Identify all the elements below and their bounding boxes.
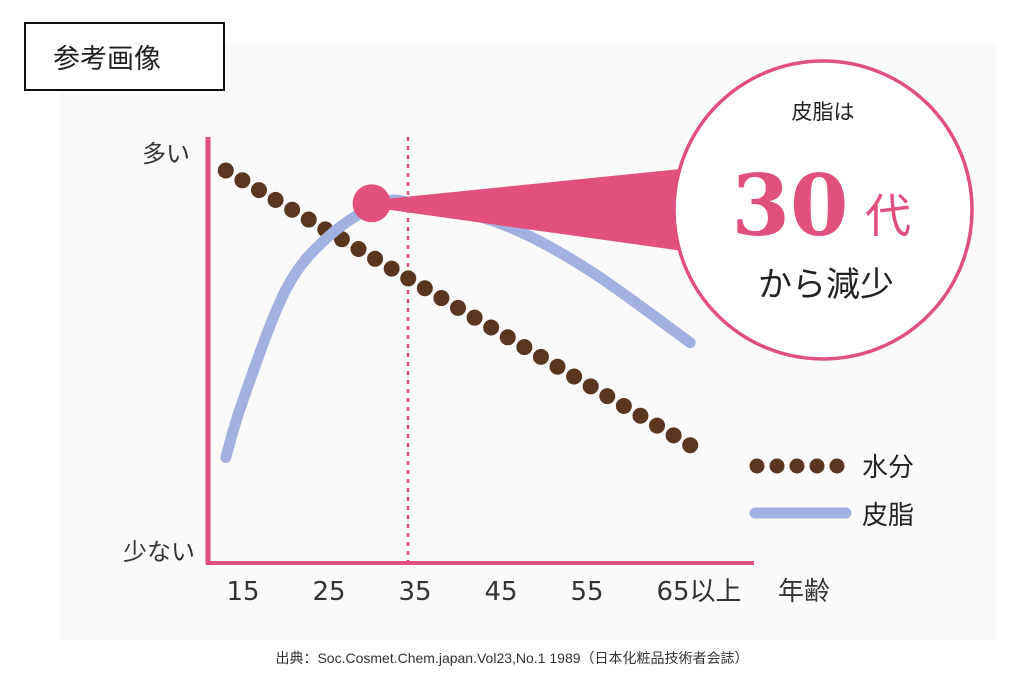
y-bottom-label: 少ない xyxy=(123,538,195,566)
moisture-point xyxy=(367,250,384,267)
callout-line3: から減少 xyxy=(758,265,894,305)
callout-line1: 皮脂は xyxy=(792,100,855,124)
legend-moisture-label: 水分 xyxy=(862,453,914,483)
legend-moisture-marker xyxy=(809,458,825,474)
x-tick-label: 65以上 xyxy=(656,577,741,607)
moisture-point xyxy=(682,437,699,454)
legend-moisture-marker xyxy=(789,458,805,474)
highlight-point xyxy=(352,184,391,223)
legend-moisture-marker xyxy=(749,458,765,474)
x-tick-label: 15 xyxy=(226,577,259,607)
source-citation: 出典：Soc.Cosmet.Chem.japan.Vol23,No.1 1989… xyxy=(275,650,749,666)
moisture-point xyxy=(217,162,234,179)
x-tick-label: 55 xyxy=(570,577,603,607)
moisture-point xyxy=(615,397,632,414)
moisture-point xyxy=(433,290,450,307)
moisture-point xyxy=(466,309,483,326)
callout-unit: 代 xyxy=(865,189,911,243)
x-axis-label: 年齢 xyxy=(778,577,830,607)
moisture-point xyxy=(400,270,417,287)
moisture-point xyxy=(350,240,367,257)
legend-moisture-marker xyxy=(829,458,845,474)
callout-number: 30 xyxy=(732,156,849,255)
moisture-point xyxy=(300,211,317,228)
legend-moisture-marker xyxy=(769,458,785,474)
moisture-point xyxy=(566,368,583,385)
moisture-point xyxy=(450,299,466,316)
callout-pointer xyxy=(371,168,690,252)
reference-label-text: 参考画像 xyxy=(53,44,161,75)
moisture-point xyxy=(649,417,666,434)
moisture-point xyxy=(416,280,433,297)
moisture-point xyxy=(665,427,682,444)
moisture-point xyxy=(599,388,616,405)
x-tick-label: 45 xyxy=(484,577,517,607)
moisture-point xyxy=(582,378,599,395)
moisture-point xyxy=(483,319,500,336)
moisture-point xyxy=(549,358,566,375)
x-tick-label: 35 xyxy=(398,577,431,607)
moisture-point xyxy=(234,172,251,189)
moisture-point xyxy=(499,329,516,346)
y-top-label: 多い xyxy=(142,140,190,168)
moisture-point xyxy=(516,339,533,356)
x-tick-label: 25 xyxy=(312,577,345,607)
moisture-point xyxy=(532,348,549,365)
moisture-point xyxy=(250,182,267,199)
moisture-point xyxy=(267,191,284,208)
callout-circle xyxy=(672,59,974,361)
reference-image-label: 参考画像 xyxy=(24,22,225,91)
moisture-point xyxy=(284,201,301,218)
moisture-point xyxy=(383,260,400,277)
legend-sebum-label: 皮脂 xyxy=(862,501,914,531)
moisture-point xyxy=(632,407,649,424)
